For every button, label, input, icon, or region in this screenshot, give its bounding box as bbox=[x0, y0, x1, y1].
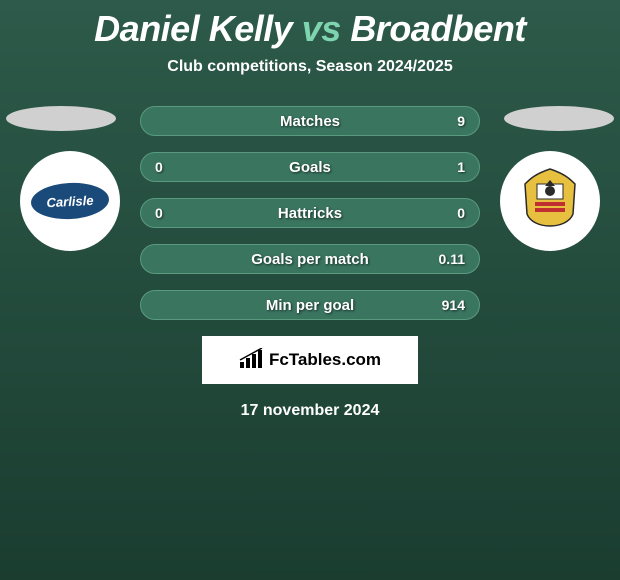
subtitle: Club competitions, Season 2024/2025 bbox=[0, 58, 620, 76]
brand-box: FcTables.com bbox=[202, 336, 418, 384]
stat-row-goals-per-match: Goals per match 0.11 bbox=[140, 244, 480, 274]
stat-left-value: 0 bbox=[155, 205, 215, 221]
club-badge-right bbox=[500, 151, 600, 251]
title-vs: vs bbox=[292, 8, 350, 49]
stat-row-goals: 0 Goals 1 bbox=[140, 152, 480, 182]
stats-table: Matches 9 0 Goals 1 0 Hattricks 0 Goals … bbox=[140, 106, 480, 320]
stat-label: Min per goal bbox=[215, 297, 405, 314]
stat-row-min-per-goal: Min per goal 914 bbox=[140, 290, 480, 320]
stat-right-value: 9 bbox=[405, 113, 465, 129]
brand-text: FcTables.com bbox=[269, 350, 381, 370]
stat-row-matches: Matches 9 bbox=[140, 106, 480, 136]
stat-left-value: 0 bbox=[155, 159, 215, 175]
stat-label: Goals per match bbox=[215, 251, 405, 268]
stat-right-value: 0.11 bbox=[405, 251, 465, 267]
comparison-content: Carlisle Matches 9 0 Goals 1 0 Hat bbox=[0, 106, 620, 420]
chart-icon bbox=[239, 348, 263, 373]
shadow-oval-left bbox=[6, 106, 116, 131]
date: 17 november 2024 bbox=[0, 402, 620, 420]
doncaster-logo bbox=[515, 164, 585, 239]
stat-right-value: 914 bbox=[405, 297, 465, 313]
title-part-1: Daniel Kelly bbox=[94, 8, 292, 49]
page-title: Daniel Kelly vs Broadbent bbox=[0, 0, 620, 50]
carlisle-logo: Carlisle bbox=[30, 181, 110, 221]
title-part-2: Broadbent bbox=[350, 8, 526, 49]
stat-label: Goals bbox=[215, 159, 405, 176]
stat-right-value: 0 bbox=[405, 205, 465, 221]
club-badge-left: Carlisle bbox=[20, 151, 120, 251]
stat-label: Hattricks bbox=[215, 205, 405, 222]
stat-row-hattricks: 0 Hattricks 0 bbox=[140, 198, 480, 228]
shadow-oval-right bbox=[504, 106, 614, 131]
stat-right-value: 1 bbox=[405, 159, 465, 175]
stat-label: Matches bbox=[215, 113, 405, 130]
